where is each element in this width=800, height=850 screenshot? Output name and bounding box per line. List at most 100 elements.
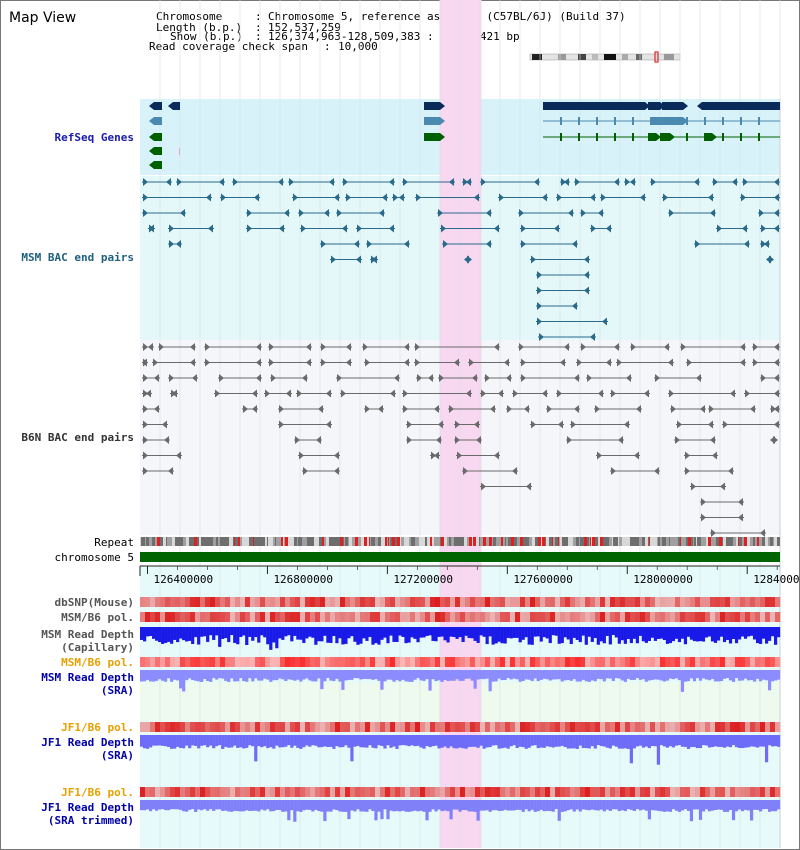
jf1-trimmed-depth-bar [551, 800, 555, 812]
dbsnp-cell [665, 597, 671, 607]
repeat-element [613, 537, 616, 546]
gene-exon-tick [668, 133, 670, 141]
msm-capillary-depth-bar [530, 627, 534, 645]
b6n-bac-pair-end [363, 343, 368, 351]
gene-exon [648, 102, 660, 110]
chromosome-ideogram[interactable] [528, 50, 684, 64]
repeat-element [343, 537, 344, 546]
refseq-gene-track [149, 102, 780, 169]
jf1-trimmed-depth-bar [515, 800, 519, 810]
msm-capillary-depth-bar [563, 627, 567, 638]
dbsnp-cell [225, 597, 231, 607]
jf1-sra-depth-bar [245, 735, 249, 748]
jf1-sra-depth-bar [596, 735, 600, 746]
dbsnp-cell [410, 597, 416, 607]
msm-capillary-depth-bar [698, 627, 703, 642]
msm-b6-pol-sra-cell [605, 657, 611, 667]
track-label-jf1-b6-pol-2[interactable]: JF1/B6 pol. [61, 786, 134, 799]
msm-b6-pol-sra-cell [360, 657, 366, 667]
jf1-trimmed-depth-bar [407, 800, 411, 812]
msm-b6-pol-cell [645, 612, 651, 622]
track-label-msm-depth-sra[interactable]: MSM Read Depth [41, 671, 134, 684]
jf1-b6-pol-2-cell [465, 787, 471, 797]
track-label-b6n-bac[interactable]: B6N BAC end pairs [21, 431, 134, 444]
repeat-element [205, 537, 207, 546]
jf1-trimmed-depth-bar [272, 800, 276, 812]
jf1-sra-depth-bar [458, 735, 462, 748]
msm-sra-depth-bar [626, 670, 630, 679]
dbsnp-cell [520, 597, 526, 607]
repeat-element [400, 537, 401, 546]
jf1-sra-depth-bar [578, 735, 582, 746]
jf1-sra-depth-bar [686, 735, 691, 749]
repeat-element [498, 537, 501, 546]
msm-capillary-depth-bar [284, 627, 288, 637]
gene-strand-arrow [683, 102, 688, 110]
jf1-trimmed-depth-bar [170, 800, 174, 810]
track-label-repeat[interactable]: Repeat [94, 536, 134, 549]
jf1-b6-pol-2-cell [675, 787, 681, 797]
msm-capillary-depth-bar [701, 627, 706, 642]
msm-capillary-depth-bar [737, 627, 742, 640]
jf1-b6-pol-cell [465, 722, 471, 732]
track-label-chromosome[interactable]: chromosome 5 [54, 551, 134, 564]
repeat-element [506, 537, 508, 546]
track-label-msm-depth-capillary[interactable]: MSM Read Depth [41, 628, 134, 641]
msm-b6-pol-sra-cell [170, 657, 176, 667]
repeat-element [555, 537, 556, 546]
repeat-element [305, 537, 307, 546]
jf1-sra-depth-bar [647, 735, 651, 749]
jf1-b6-pol-2-cell [510, 787, 516, 797]
msm-capillary-depth-bar [146, 627, 150, 637]
msm-capillary-depth-bar [506, 627, 510, 638]
msm-b6-pol-sra-cell [530, 657, 536, 667]
msm-bac-pair-end [284, 209, 289, 217]
jf1-b6-pol-2-cell [615, 787, 621, 797]
jf1-trimmed-depth-bar [410, 800, 414, 812]
msm-b6-pol-sra-cell [565, 657, 571, 667]
msm-b6-pol-sra-cell [230, 657, 236, 667]
repeat-element [411, 537, 413, 546]
gene-exon-tick [650, 133, 652, 141]
repeat-element [367, 537, 369, 546]
jf1-trimmed-depth-bar [392, 800, 396, 812]
msm-bac-pair-end [342, 224, 347, 233]
msm-b6-pol-cell [140, 612, 146, 622]
track-label-jf1-depth-trimmed[interactable]: JF1 Read Depth [41, 801, 134, 814]
msm-b6-pol-sra-cell [365, 657, 371, 667]
b6n-bac-pair-end [215, 389, 220, 398]
track-label-dbsnp[interactable]: dbSNP(Mouse) [54, 596, 134, 609]
msm-b6-pol-cell [625, 612, 631, 622]
msm-b6-pol-cell [410, 612, 416, 622]
track-label-msm-b6-pol[interactable]: MSM/B6 pol. [61, 611, 134, 624]
msm-sra-depth-bar [482, 670, 486, 680]
jf1-b6-pol-cell [575, 722, 581, 732]
msm-sra-depth-bar [278, 670, 282, 679]
msm-b6-pol-sra-cell [550, 657, 556, 667]
b6n-bac-pair-end [712, 451, 717, 460]
track-label-jf1-depth-sra[interactable]: JF1 Read Depth [41, 736, 134, 749]
track-label-msm-bac[interactable]: MSM BAC end pairs [21, 251, 134, 264]
msm-capillary-depth-bar [149, 627, 153, 637]
jf1-b6-pol-2-cell [725, 787, 731, 797]
jf1-sra-depth-bar [623, 735, 627, 749]
dbsnp-cell [305, 597, 311, 607]
repeat-element [271, 537, 272, 546]
track-label-jf1-b6-pol[interactable]: JF1/B6 pol. [61, 721, 134, 734]
msm-b6-pol-cell [530, 612, 536, 622]
b6n-bac-pair-end [611, 467, 616, 475]
jf1-trimmed-depth-bar [725, 800, 730, 812]
jf1-sra-depth-bar [227, 735, 231, 748]
jf1-sra-depth-bar [548, 735, 552, 747]
jf1-b6-pol-2-cell [325, 787, 331, 797]
track-label-msm-b6-pol-sra[interactable]: MSM/B6 pol. [61, 656, 134, 669]
b6n-bac-pair-end [279, 405, 284, 413]
jf1-trimmed-depth-bar [380, 800, 384, 820]
track-label-refseq-genes[interactable]: RefSeq Genes [54, 131, 134, 144]
repeat-element [444, 537, 447, 546]
msm-bac-pair-end [143, 209, 148, 217]
repeat-element [467, 537, 469, 546]
jf1-b6-pol-2-cell [625, 787, 631, 797]
repeat-element [358, 537, 361, 546]
